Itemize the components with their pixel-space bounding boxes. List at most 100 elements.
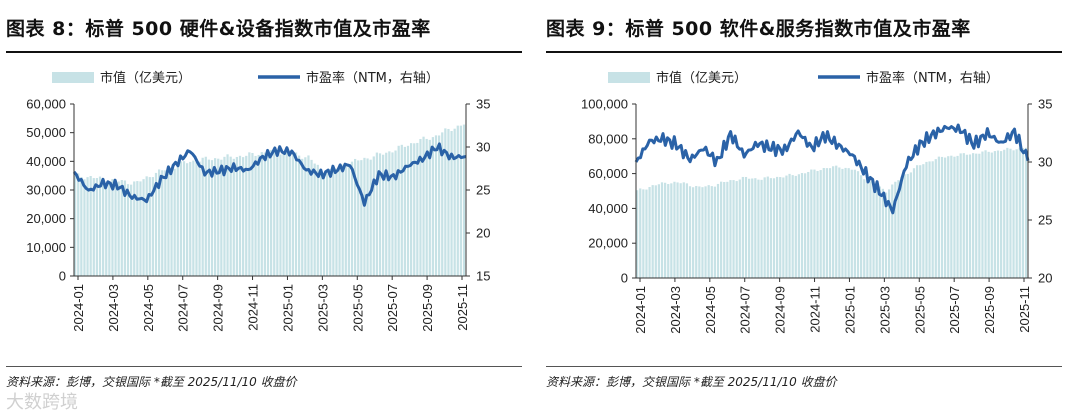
right-tick-label: 35 bbox=[1038, 97, 1052, 112]
title-divider bbox=[546, 51, 1062, 53]
bar bbox=[298, 155, 301, 276]
bar bbox=[1024, 147, 1028, 278]
bar bbox=[114, 180, 117, 276]
left-tick-label: 60,000 bbox=[588, 166, 628, 181]
bar bbox=[385, 152, 388, 276]
bar bbox=[164, 170, 167, 276]
bar bbox=[375, 152, 379, 276]
bar bbox=[329, 168, 332, 276]
chart-plot-hardware: 市值（亿美元） 市盈率（NTM，右轴） 0 10,000 20,000 30,000 40,… bbox=[26, 70, 490, 332]
bar bbox=[326, 173, 329, 276]
bar bbox=[707, 185, 710, 278]
bar bbox=[77, 173, 80, 276]
bar bbox=[207, 159, 211, 276]
bar bbox=[844, 167, 847, 278]
bar bbox=[735, 181, 738, 278]
bar bbox=[1000, 151, 1003, 278]
bar bbox=[925, 161, 928, 278]
pe-line bbox=[72, 142, 467, 207]
bar bbox=[878, 186, 881, 278]
bar bbox=[369, 159, 372, 276]
bar bbox=[679, 183, 682, 278]
bar bbox=[273, 149, 276, 276]
bar bbox=[807, 172, 810, 278]
bar bbox=[301, 158, 304, 276]
bar bbox=[220, 159, 223, 276]
bar bbox=[456, 125, 459, 277]
bar bbox=[397, 145, 400, 276]
bar bbox=[934, 159, 937, 278]
bar bbox=[248, 152, 251, 276]
bar bbox=[179, 161, 183, 276]
bar bbox=[422, 136, 425, 276]
bar bbox=[657, 184, 661, 278]
bar bbox=[245, 155, 248, 276]
bar bbox=[667, 184, 670, 278]
bar bbox=[341, 164, 344, 276]
bar bbox=[363, 157, 366, 276]
x-tick-label: 2024-05 bbox=[703, 286, 718, 334]
bar bbox=[195, 162, 198, 276]
legend-label-bar: 市值（亿美元） bbox=[100, 70, 191, 86]
bar bbox=[441, 132, 444, 276]
bar bbox=[313, 163, 316, 276]
bar bbox=[192, 160, 195, 276]
chart-panel-software: 图表 9：标普 500 软件&服务指数市值及市盈率 市值（亿美元） 市盈率（NTM… bbox=[540, 0, 1080, 413]
bar bbox=[453, 128, 456, 276]
bar bbox=[720, 181, 723, 278]
bar bbox=[319, 168, 323, 276]
left-tick-label: 100,000 bbox=[581, 97, 628, 112]
bar bbox=[148, 177, 151, 276]
x-tick-label: 2025-11 bbox=[455, 284, 470, 331]
bar bbox=[797, 174, 801, 278]
bar bbox=[186, 163, 189, 276]
bar bbox=[235, 156, 239, 276]
bar bbox=[676, 182, 679, 278]
bar bbox=[651, 185, 654, 278]
x-tick-label: 2025-05 bbox=[350, 284, 365, 332]
right-tick-label: 25 bbox=[1038, 213, 1052, 228]
x-tick-label: 2025-11 bbox=[1017, 286, 1032, 333]
bar bbox=[332, 167, 335, 276]
bar bbox=[782, 177, 785, 278]
bar bbox=[394, 150, 397, 276]
bar bbox=[176, 165, 179, 276]
bar bbox=[1015, 149, 1018, 278]
bar bbox=[863, 179, 866, 278]
bar-series bbox=[636, 147, 1028, 278]
bar bbox=[307, 155, 310, 276]
bar bbox=[1012, 150, 1015, 278]
left-tick-label: 0 bbox=[59, 269, 66, 284]
left-tick-label: 40,000 bbox=[588, 201, 628, 216]
chart-plot-software: 市值（亿美元） 市盈率（NTM，右轴） 0 20,000 40,000 60,000 80,… bbox=[581, 70, 1052, 334]
bar bbox=[853, 169, 857, 278]
bar bbox=[391, 152, 394, 276]
bar bbox=[688, 186, 692, 278]
bar bbox=[291, 153, 295, 276]
bar bbox=[167, 167, 170, 276]
legend-label-line: 市盈率（NTM，右轴） bbox=[866, 70, 999, 86]
bar bbox=[263, 152, 267, 276]
x-tick-label: 2025-01 bbox=[842, 286, 857, 334]
bar bbox=[105, 182, 108, 276]
bar bbox=[378, 153, 382, 276]
right-tick-label: 15 bbox=[476, 269, 490, 284]
bar bbox=[654, 185, 657, 278]
bar bbox=[757, 179, 760, 278]
bar bbox=[723, 182, 726, 278]
right-tick-label: 30 bbox=[476, 140, 490, 155]
bar bbox=[860, 175, 863, 278]
bar bbox=[438, 135, 441, 276]
bar bbox=[692, 187, 695, 278]
right-tick-label: 25 bbox=[476, 183, 490, 198]
left-tick-label: 10,000 bbox=[26, 240, 66, 255]
bar bbox=[897, 180, 900, 278]
x-tick-label: 2024-07 bbox=[176, 284, 191, 332]
left-tick-label: 0 bbox=[621, 271, 628, 286]
bar bbox=[232, 158, 235, 276]
bar bbox=[850, 169, 853, 278]
bar bbox=[673, 181, 676, 278]
bar bbox=[950, 155, 953, 278]
bar bbox=[872, 183, 875, 278]
bar bbox=[434, 135, 438, 276]
